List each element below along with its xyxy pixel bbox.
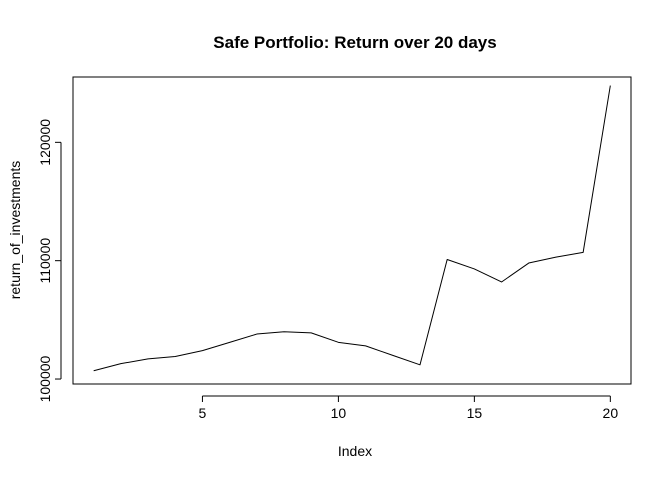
plot-box — [72, 76, 632, 385]
y-axis-label: return_of_investments — [7, 161, 23, 300]
x-tick-label: 20 — [603, 405, 619, 421]
x-axis-label: Index — [338, 443, 372, 459]
x-tick-label: 10 — [331, 405, 347, 421]
x-tick-label: 5 — [199, 405, 207, 421]
x-tick-label: 15 — [467, 405, 483, 421]
chart-title: Safe Portfolio: Return over 20 days — [213, 33, 496, 52]
x-axis: 5 10 15 20 — [199, 395, 619, 421]
series-line-0 — [93, 85, 611, 372]
series-layer — [93, 85, 611, 372]
y-axis: 100000 110000 120000 — [37, 119, 62, 402]
y-tick-label: 110000 — [37, 238, 53, 284]
y-tick-label: 100000 — [37, 355, 53, 402]
y-tick-label: 120000 — [37, 119, 53, 166]
